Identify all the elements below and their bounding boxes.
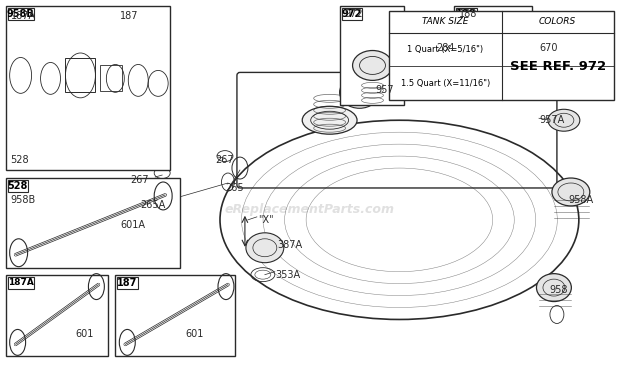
Text: 958B: 958B xyxy=(7,9,35,19)
Ellipse shape xyxy=(302,106,357,134)
Text: 670: 670 xyxy=(539,43,557,53)
Bar xyxy=(6,274,108,356)
Text: 284: 284 xyxy=(436,43,455,53)
Text: 187A: 187A xyxy=(7,278,33,287)
Text: 1.5 Quart (X=11/16"): 1.5 Quart (X=11/16") xyxy=(401,79,490,88)
Bar xyxy=(6,178,180,268)
Text: 387A: 387A xyxy=(278,240,303,250)
Bar xyxy=(454,6,532,70)
Text: 528: 528 xyxy=(11,155,29,165)
Bar xyxy=(100,65,122,91)
Text: 972: 972 xyxy=(342,9,362,19)
Text: 267: 267 xyxy=(130,175,149,185)
Text: SEE REF. 972: SEE REF. 972 xyxy=(510,60,606,73)
Text: TANK SIZE: TANK SIZE xyxy=(422,17,469,26)
Text: 187: 187 xyxy=(120,11,139,21)
Text: 265: 265 xyxy=(225,183,244,193)
Text: 601: 601 xyxy=(76,330,94,339)
Text: eReplacementParts.com: eReplacementParts.com xyxy=(224,203,395,216)
Ellipse shape xyxy=(246,233,284,263)
Ellipse shape xyxy=(552,178,590,206)
Text: 958: 958 xyxy=(549,285,567,295)
Bar xyxy=(7,180,28,192)
Text: 528: 528 xyxy=(7,181,28,191)
Bar xyxy=(7,8,33,20)
Bar xyxy=(117,277,138,289)
Text: 957: 957 xyxy=(376,85,394,95)
Bar xyxy=(456,8,477,20)
Bar xyxy=(115,274,235,356)
Text: 958B: 958B xyxy=(11,195,36,205)
Bar xyxy=(389,11,614,100)
Text: 353A: 353A xyxy=(275,270,300,280)
Bar xyxy=(477,20,485,46)
Text: 972: 972 xyxy=(345,9,363,19)
Bar xyxy=(66,58,95,92)
Bar xyxy=(536,36,552,46)
Text: 1 Quart (X=5/16"): 1 Quart (X=5/16") xyxy=(407,45,484,54)
Text: 187: 187 xyxy=(117,278,138,288)
Ellipse shape xyxy=(340,76,379,108)
Text: 187A: 187A xyxy=(11,11,36,21)
Ellipse shape xyxy=(536,274,572,301)
Ellipse shape xyxy=(548,109,580,131)
Text: 265A: 265A xyxy=(140,200,166,210)
Text: 957A: 957A xyxy=(539,115,564,125)
Text: 188: 188 xyxy=(456,9,477,19)
Text: COLORS: COLORS xyxy=(539,17,576,26)
Bar xyxy=(342,8,362,20)
Text: "X": "X" xyxy=(258,215,273,225)
Text: 601A: 601A xyxy=(120,220,145,230)
Text: 958A: 958A xyxy=(569,195,594,205)
Bar xyxy=(6,6,170,170)
Bar xyxy=(340,6,404,105)
Text: 601: 601 xyxy=(185,330,203,339)
Ellipse shape xyxy=(353,50,392,80)
Text: 267: 267 xyxy=(215,155,234,165)
Text: 188: 188 xyxy=(459,9,477,19)
Bar xyxy=(7,277,33,289)
